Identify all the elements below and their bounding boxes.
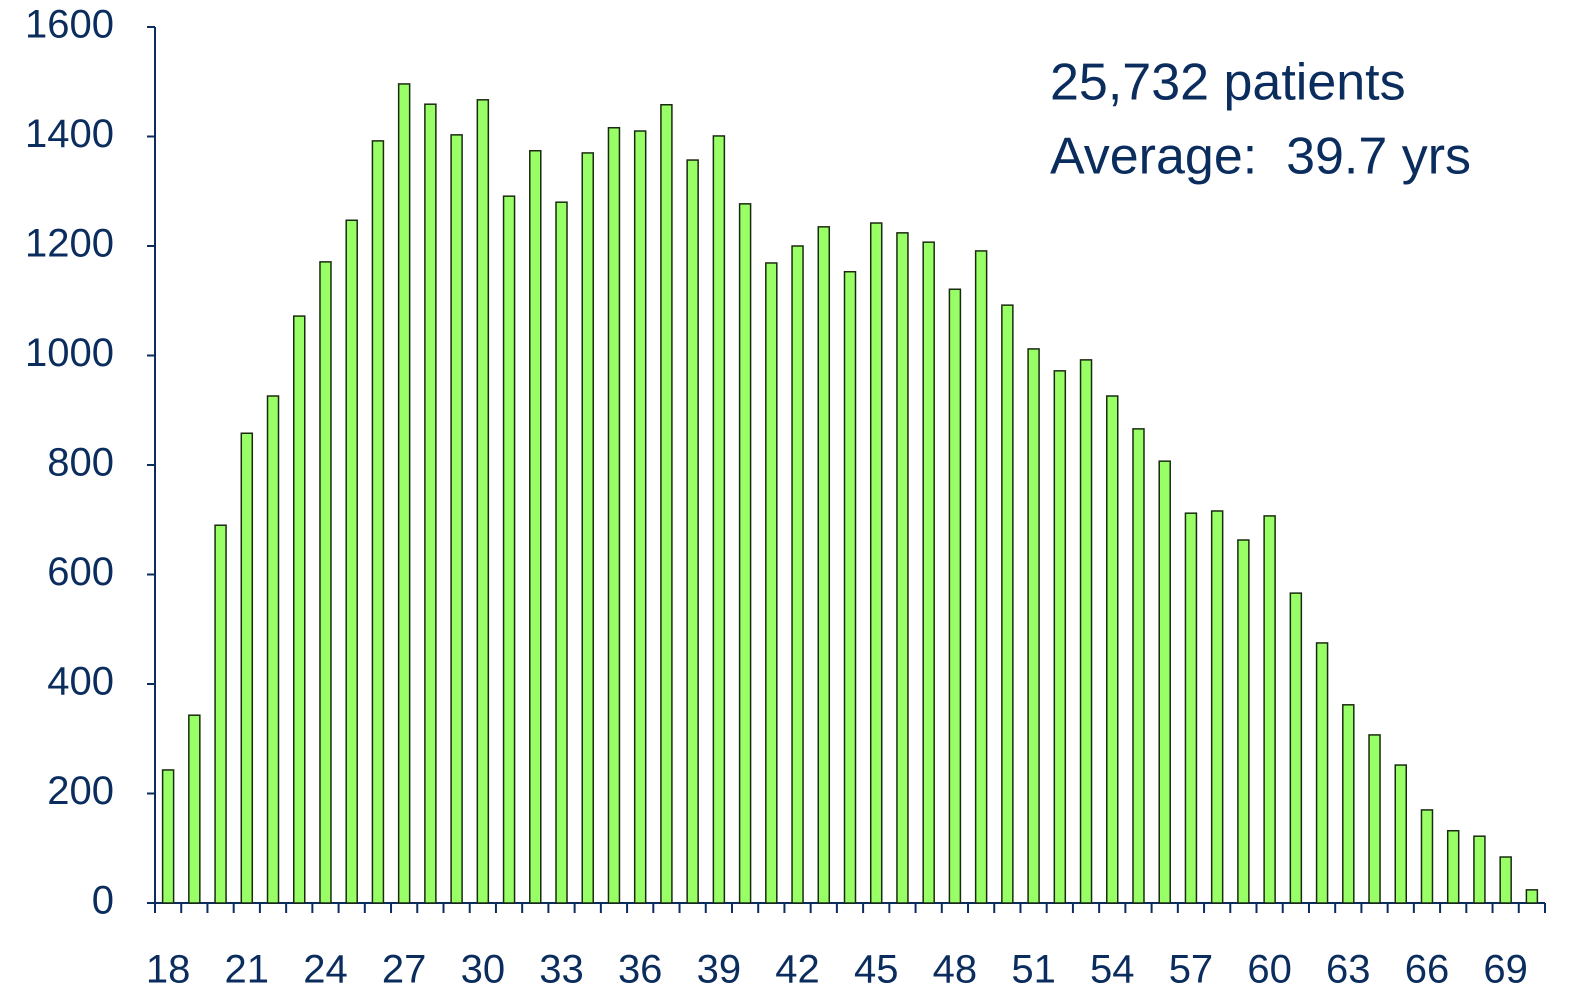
bar — [1001, 304, 1014, 904]
bar — [1027, 348, 1040, 904]
bar — [266, 395, 280, 904]
bar — [686, 159, 699, 904]
x-tick-label: 27 — [382, 948, 427, 992]
bar — [345, 219, 358, 904]
x-tick-label: 24 — [303, 948, 348, 992]
x-tick-label: 36 — [618, 948, 663, 992]
y-tick-label: 400 — [47, 660, 114, 704]
bar — [660, 103, 673, 904]
x-tick-label: 21 — [225, 948, 270, 992]
bar — [1184, 512, 1198, 904]
bar — [1446, 829, 1460, 904]
bar — [188, 714, 201, 904]
x-tick-label: 51 — [1011, 948, 1056, 992]
bar — [161, 769, 175, 904]
bar — [843, 270, 857, 904]
bar — [581, 152, 594, 904]
bar — [1394, 764, 1408, 904]
bar — [397, 83, 411, 904]
bar — [1132, 428, 1145, 904]
bar — [240, 432, 254, 904]
x-tick-label: 63 — [1326, 948, 1371, 992]
bar — [817, 226, 831, 904]
bar — [922, 241, 935, 904]
bar — [292, 315, 306, 904]
x-tick-label: 54 — [1090, 948, 1135, 992]
bar — [1368, 734, 1381, 904]
y-tick-label: 800 — [47, 441, 114, 485]
bar — [1237, 539, 1250, 904]
y-tick-label: 600 — [47, 550, 114, 594]
bar — [1420, 809, 1434, 904]
bar — [214, 524, 227, 904]
bar — [1158, 460, 1171, 904]
bar — [1499, 856, 1512, 904]
bar — [1210, 510, 1224, 904]
x-tick-label: 30 — [461, 948, 506, 992]
bar — [1053, 370, 1067, 904]
bar — [896, 232, 909, 904]
x-tick-label: 33 — [539, 948, 584, 992]
annotation: Average: 39.7 yrs — [1050, 128, 1471, 186]
bar — [450, 134, 463, 904]
y-tick-label: 1600 — [25, 3, 114, 47]
bar — [371, 140, 385, 904]
bar — [869, 222, 883, 904]
bar — [529, 149, 542, 904]
y-tick-label: 1200 — [25, 222, 114, 266]
x-tick-label: 57 — [1169, 948, 1214, 992]
x-tick-label: 45 — [854, 948, 899, 992]
x-tick-label: 66 — [1405, 948, 1450, 992]
x-tick-label: 42 — [775, 948, 820, 992]
bar — [1263, 515, 1276, 904]
bar — [974, 250, 988, 904]
y-tick-label: 0 — [92, 879, 114, 923]
bar — [791, 245, 804, 904]
bar — [1106, 395, 1119, 904]
y-tick-label: 1400 — [25, 112, 114, 156]
bar — [712, 135, 726, 904]
bar — [633, 130, 647, 904]
bar — [1079, 359, 1093, 904]
bar — [607, 126, 621, 904]
x-tick-label: 48 — [933, 948, 978, 992]
bar — [738, 203, 752, 904]
bar — [424, 103, 437, 904]
bar — [1525, 889, 1539, 904]
x-tick-label: 69 — [1483, 948, 1528, 992]
x-tick-label: 60 — [1247, 948, 1292, 992]
annotation: 25,732 patients — [1050, 54, 1406, 112]
bar — [1342, 704, 1355, 904]
bar — [948, 288, 962, 904]
x-tick-label: 39 — [697, 948, 742, 992]
bar — [476, 99, 490, 904]
x-tick-label: 18 — [146, 948, 191, 992]
bar — [502, 195, 516, 904]
y-tick-label: 200 — [47, 769, 114, 813]
y-tick-label: 1000 — [25, 331, 114, 375]
bar — [555, 201, 568, 904]
bar — [765, 262, 778, 904]
bar — [319, 261, 332, 904]
bar — [1473, 835, 1486, 904]
bar — [1315, 642, 1329, 904]
bar — [1289, 592, 1303, 904]
